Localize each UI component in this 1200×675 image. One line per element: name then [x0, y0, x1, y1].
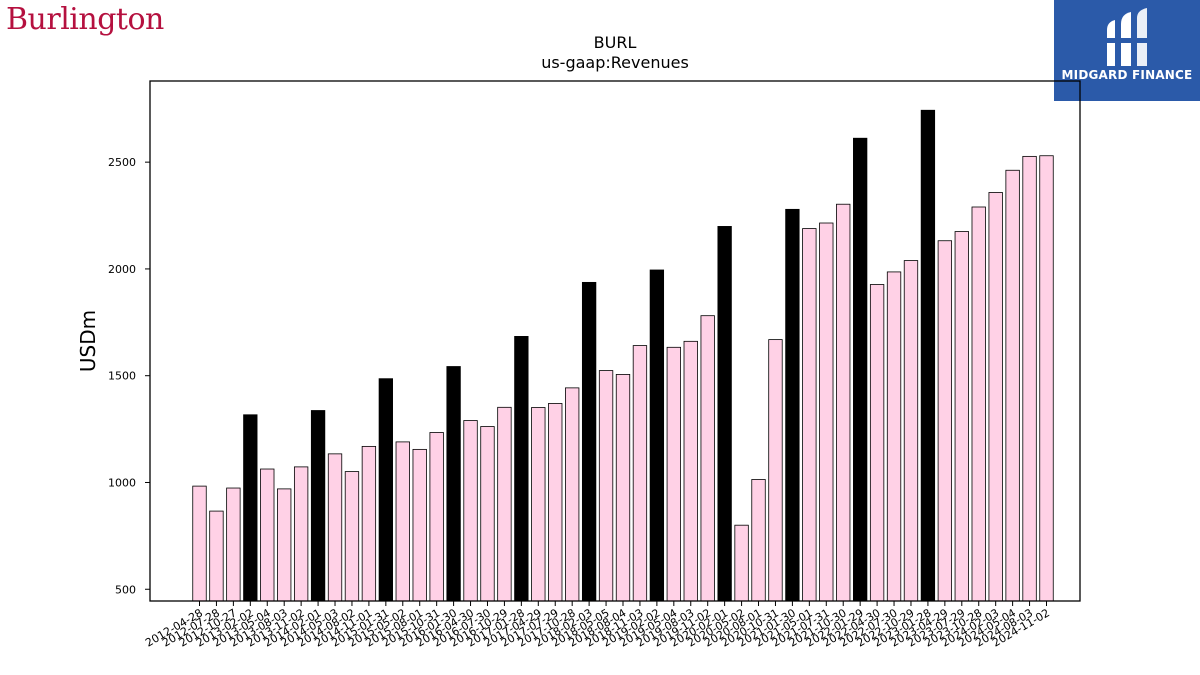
y-tick-label: 2500: [108, 156, 136, 169]
bar-2024-05-04: [1005, 169, 1020, 602]
bar-2018-02-03: [581, 281, 597, 602]
bar-2018-08-04: [615, 374, 631, 602]
bar-2024-02-03: [988, 192, 1003, 602]
bar-2023-07-29: [954, 231, 969, 602]
bar-2018-05-05: [598, 370, 614, 602]
bar-2022-04-30: [869, 284, 885, 602]
bar-2012-07-28: [209, 510, 224, 602]
bar-2015-05-02: [395, 441, 410, 602]
y-tick-label: 2000: [108, 263, 136, 276]
bar-2016-01-30: [446, 366, 461, 602]
bar-2021-01-30: [785, 208, 800, 602]
bar-2017-01-28: [514, 336, 529, 602]
bar-2014-05-03: [327, 453, 343, 602]
bar-2021-05-01: [802, 228, 817, 602]
bar-2022-10-29: [903, 260, 919, 602]
bar-2024-08-03: [1022, 155, 1037, 602]
bar-2019-05-04: [666, 346, 681, 602]
bar-2017-10-28: [565, 387, 580, 602]
x-axis: 2012-04-282012-07-282012-10-272013-02-02…: [143, 601, 1052, 650]
bar-2024-11-02: [1039, 155, 1054, 602]
bar-2020-05-02: [734, 524, 749, 602]
y-axis-label: USDm: [76, 310, 100, 372]
y-tick-label: 1000: [108, 476, 136, 489]
bar-2012-04-28: [192, 485, 207, 602]
bar-2016-04-30: [463, 420, 478, 602]
bar-2018-11-03: [632, 345, 648, 602]
burlington-logo: Burlington: [6, 2, 164, 37]
bar-2014-08-02: [344, 471, 360, 602]
bar-2023-04-29: [937, 240, 953, 602]
bar-2022-01-29: [853, 137, 868, 602]
bar-2019-11-02: [700, 315, 715, 602]
bar-2020-10-31: [768, 339, 783, 602]
bar-2017-04-29: [531, 407, 546, 602]
midgard-mark-icon: [1107, 8, 1147, 66]
bar-2015-10-31: [429, 432, 444, 602]
bar-2021-10-30: [836, 203, 851, 602]
bar-2015-01-31: [378, 378, 393, 602]
bar-2022-07-30: [886, 271, 902, 602]
bar-2019-02-02: [649, 269, 665, 602]
plot-frame: [149, 80, 1081, 602]
y-tick-label: 500: [115, 583, 136, 596]
bar-2020-02-01: [717, 226, 732, 602]
y-axis: 500 1000 1500 2000 2500: [108, 156, 150, 596]
bar-2013-08-03: [277, 488, 292, 602]
bar-2015-08-01: [412, 448, 427, 602]
bar-2013-02-02: [243, 414, 258, 602]
y-tick-label: 1500: [108, 370, 136, 383]
chart-subtitle: us-gaap:Revenues: [541, 53, 689, 72]
bar-group: [192, 109, 1054, 602]
bar-2012-10-27: [226, 487, 241, 602]
chart-title: BURL: [594, 33, 637, 52]
bar-2016-10-29: [497, 406, 512, 602]
bar-2019-08-03: [683, 340, 698, 602]
bar-2017-07-29: [548, 403, 563, 602]
bar-2021-07-31: [819, 222, 834, 602]
bar-2023-10-28: [971, 206, 986, 602]
bar-2014-02-01: [310, 410, 326, 602]
bar-2020-08-01: [751, 479, 766, 602]
burlington-logo-text: Burlington: [6, 2, 164, 37]
midgard-finance-wordmark: MIDGARD FINANCE: [1061, 68, 1193, 82]
midgard-finance-logo: MIDGARD FINANCE: [1054, 0, 1200, 101]
bar-2014-11-01: [361, 445, 377, 602]
bar-2023-01-28: [920, 109, 936, 602]
bar-2013-05-04: [260, 468, 275, 602]
bar-2013-11-02: [293, 466, 309, 602]
bar-2016-07-30: [480, 426, 495, 602]
